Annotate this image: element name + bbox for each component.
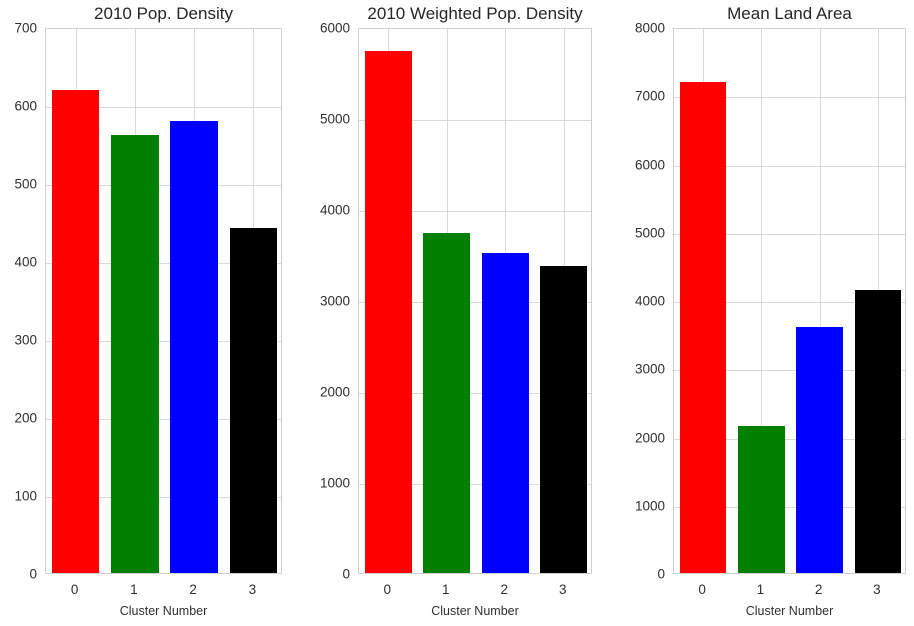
- x-tick-label: 1: [756, 582, 765, 597]
- plot-area: [358, 28, 592, 574]
- gridline-vertical: [761, 29, 763, 573]
- y-tick-label: 600: [14, 98, 37, 114]
- gridline-vertical: [505, 29, 507, 573]
- gridline-horizontal: [359, 484, 591, 485]
- x-tick-label: 3: [873, 582, 881, 597]
- gridline-horizontal: [46, 419, 281, 420]
- gridline-vertical: [703, 29, 705, 573]
- bar-cluster-3: [540, 265, 588, 573]
- y-tick-label: 2000: [634, 430, 665, 445]
- gridline-horizontal: [46, 263, 281, 264]
- y-tick-label: 8000: [634, 20, 665, 36]
- y-tick-label: 6000: [319, 20, 350, 36]
- gridline-horizontal: [46, 341, 281, 342]
- gridline-vertical: [877, 29, 879, 573]
- y-tick-label: 0: [342, 566, 350, 582]
- y-tick-label: 0: [29, 566, 37, 582]
- bar-cluster-2: [481, 252, 529, 573]
- y-tick-label: 5000: [319, 111, 350, 127]
- y-tick-label: 3000: [634, 361, 665, 377]
- plot-area: [673, 28, 906, 574]
- gridline-vertical: [446, 29, 448, 573]
- gridline-horizontal: [674, 302, 905, 303]
- gridline-vertical: [194, 29, 196, 573]
- bar-cluster-2: [796, 326, 843, 573]
- gridline-horizontal: [46, 107, 281, 108]
- gridline-horizontal: [674, 506, 905, 508]
- y-tick-label: 7000: [634, 88, 665, 104]
- y-tick-label: 3000: [319, 293, 350, 309]
- gridline-vertical: [134, 29, 136, 573]
- bar-cluster-0: [51, 89, 100, 573]
- gridline-vertical: [75, 29, 77, 573]
- y-tick-label: 100: [14, 488, 37, 504]
- y-tick-label: 4000: [319, 202, 350, 218]
- gridline-horizontal: [674, 165, 905, 167]
- bar-cluster-3: [854, 290, 902, 573]
- bar-cluster-0: [679, 82, 727, 573]
- gridline-horizontal: [674, 370, 905, 372]
- bar-cluster-1: [423, 233, 471, 573]
- gridline-vertical: [819, 29, 821, 573]
- y-tick-label: 400: [14, 254, 37, 270]
- gridline-horizontal: [359, 211, 591, 212]
- y-tick-label: 4000: [634, 293, 665, 309]
- y-tick-label: 0: [657, 566, 665, 582]
- y-tick-label: 700: [14, 20, 37, 36]
- y-tick-label: 200: [14, 410, 37, 426]
- gridline-horizontal: [46, 185, 281, 186]
- x-tick-label: 1: [441, 582, 450, 597]
- gridline-horizontal: [359, 302, 591, 303]
- bar-cluster-0: [364, 50, 412, 573]
- x-axis-label: Cluster Number: [119, 604, 208, 618]
- bar-cluster-1: [738, 426, 785, 573]
- y-tick-label: 6000: [634, 157, 665, 172]
- y-tick-label: 1000: [634, 498, 665, 514]
- gridline-horizontal: [359, 120, 591, 121]
- gridline-horizontal: [674, 97, 905, 99]
- y-tick-label: 500: [14, 176, 37, 192]
- gridline-horizontal: [359, 393, 591, 394]
- gridline-horizontal: [674, 438, 905, 440]
- y-tick-label: 1000: [319, 475, 350, 491]
- gridline-vertical: [563, 29, 565, 573]
- x-tick-label: 0: [698, 582, 706, 597]
- x-tick-label: 3: [248, 582, 257, 597]
- x-tick-label: 2: [814, 582, 823, 597]
- x-tick-label: 0: [383, 582, 392, 597]
- x-tick-label: 1: [130, 582, 138, 597]
- gridline-vertical: [388, 29, 390, 573]
- gridline-horizontal: [674, 233, 905, 235]
- x-tick-label: 3: [558, 582, 567, 597]
- chart-title: Mean Land Area: [727, 4, 852, 23]
- gridline-horizontal: [46, 497, 281, 498]
- x-axis-label: Cluster Number: [431, 604, 519, 618]
- bar-cluster-1: [111, 134, 159, 573]
- x-axis-label: Cluster Number: [745, 604, 834, 618]
- chart-title: 2010 Weighted Pop. Density: [367, 4, 583, 23]
- x-tick-label: 2: [500, 582, 509, 597]
- y-tick-label: 2000: [319, 384, 350, 400]
- bar-cluster-2: [170, 121, 218, 573]
- y-tick-label: 5000: [634, 225, 665, 241]
- x-tick-label: 2: [189, 582, 197, 597]
- y-tick-label: 300: [14, 332, 37, 348]
- gridline-vertical: [253, 29, 255, 573]
- x-tick-label: 0: [70, 582, 79, 597]
- plot-area: [45, 28, 282, 574]
- chart-title: 2010 Pop. Density: [94, 4, 233, 23]
- bar-cluster-3: [229, 227, 278, 573]
